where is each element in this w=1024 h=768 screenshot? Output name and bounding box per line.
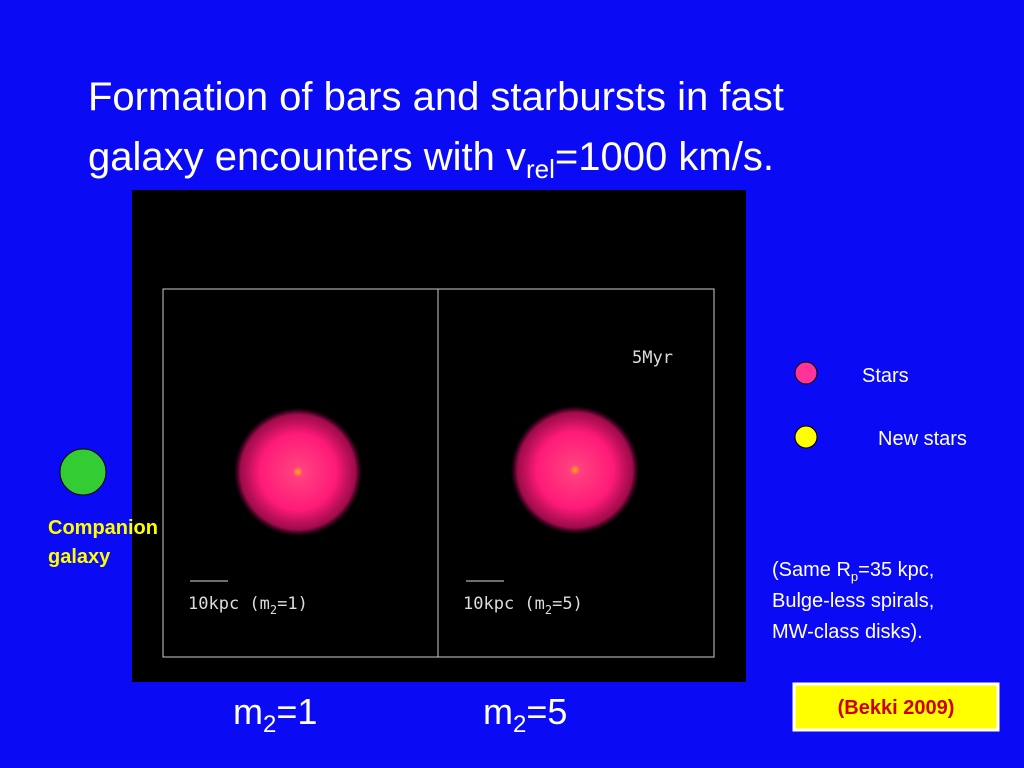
galaxy-right	[511, 406, 639, 534]
companion-line2: galaxy	[48, 546, 111, 568]
panel-label-right: m2=5	[483, 691, 567, 738]
legend-new-stars-marker	[794, 425, 818, 449]
image-background	[132, 190, 746, 682]
title-line2: galaxy encounters with vrel=1000 km/s.	[88, 135, 774, 184]
scale-label-left: 10kpc (m2=1)	[188, 594, 308, 617]
note-line1: (Same Rp=35 kpc,	[772, 559, 934, 584]
companion-marker	[59, 448, 107, 496]
legend-new-stars: New stars	[878, 428, 967, 450]
note-line2: Bulge-less spirals,	[772, 590, 934, 612]
companion-line1: Companion	[48, 517, 158, 539]
panel-label-left: m2=1	[233, 691, 317, 738]
simulation-image: 5Myr 10kpc (m2=1) 10kpc (m2=5)	[132, 190, 746, 682]
legend-stars: Stars	[862, 365, 909, 387]
citation: (Bekki 2009)	[838, 697, 955, 719]
legend-stars-marker	[794, 361, 818, 385]
galaxy-left	[234, 408, 362, 536]
time-label: 5Myr	[632, 348, 673, 368]
note-line3: MW-class disks).	[772, 621, 923, 643]
title-line1: Formation of bars and starbursts in fast	[88, 75, 784, 119]
citation-box	[792, 682, 1000, 732]
scale-label-right: 10kpc (m2=5)	[463, 594, 583, 617]
